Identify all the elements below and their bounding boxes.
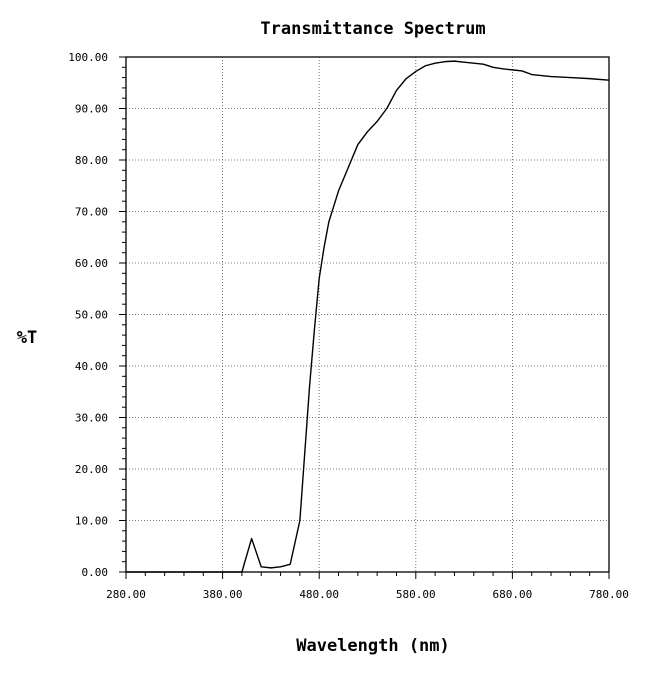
y-axis-label: %T [17, 328, 37, 348]
y-tick-label: 20.00 [75, 463, 108, 476]
y-tick-label: 80.00 [75, 154, 108, 167]
grid-layer [126, 57, 609, 572]
y-tick-label: 10.00 [75, 515, 108, 528]
y-tick-label: 30.00 [75, 412, 108, 425]
chart-title: Transmittance Spectrum [260, 19, 485, 39]
y-tick-label: 40.00 [75, 360, 108, 373]
x-tick-label: 580.00 [396, 588, 436, 601]
plot-frame [125, 56, 610, 573]
minor-tick-layer [119, 56, 610, 579]
y-tick-label: 70.00 [75, 206, 108, 219]
x-tick-label: 680.00 [493, 588, 533, 601]
x-tick-label: 480.00 [299, 588, 339, 601]
series-layer [126, 60, 610, 573]
y-tick-label: 50.00 [75, 309, 108, 322]
x-tick-label: 280.00 [106, 588, 146, 601]
y-tick-label: 0.00 [82, 566, 109, 579]
x-tick-label: 780.00 [589, 588, 629, 601]
x-tick-label: 380.00 [203, 588, 243, 601]
x-axis-label: Wavelength (nm) [296, 636, 450, 656]
transmittance-line [126, 60, 610, 573]
tick-label-layer: 280.00 380.00 480.00 580.00 680.00 780.00 0.00… [68, 51, 629, 601]
y-tick-label: 90.00 [75, 103, 108, 116]
y-tick-label: 100.00 [68, 51, 108, 64]
y-tick-label: 60.00 [75, 257, 108, 270]
